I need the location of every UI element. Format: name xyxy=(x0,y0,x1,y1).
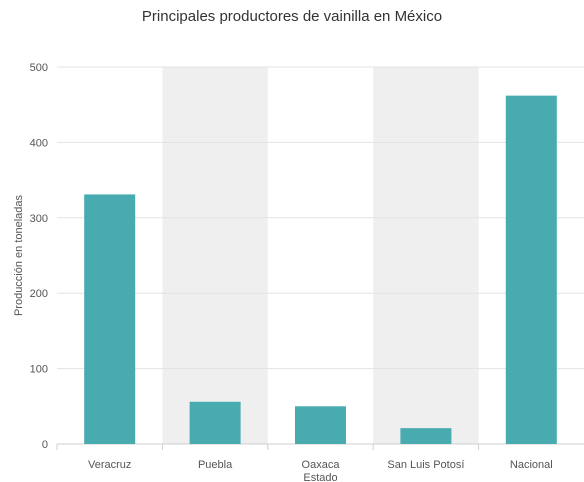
bars xyxy=(84,95,557,444)
bar-veracruz[interactable] xyxy=(84,194,136,444)
y-tick-labels: 0 100 200 300 400 500 xyxy=(30,62,48,451)
x-tick-labels: Veracruz Puebla Oaxaca San Luis Potosí Nacio… xyxy=(88,459,553,471)
y-tick-label: 200 xyxy=(30,288,48,300)
gridlines xyxy=(56,66,584,450)
chart-title: Principales productores de vainilla en M… xyxy=(141,8,443,25)
y-tick-label: 100 xyxy=(30,364,48,376)
band-3 xyxy=(373,67,479,444)
x-tick-label: San Luis Potosí xyxy=(387,459,464,471)
bar-san-luis-potosí[interactable] xyxy=(400,428,452,444)
background-bands xyxy=(162,67,479,444)
band-1 xyxy=(162,67,268,444)
x-tick-label: Veracruz xyxy=(88,459,131,471)
bar-oaxaca[interactable] xyxy=(295,406,346,444)
y-axis-title: Producción en toneladas xyxy=(13,194,25,316)
y-tick-label: 400 xyxy=(30,137,48,149)
y-tick-label: 500 xyxy=(30,62,48,74)
x-tick-label: Nacional xyxy=(510,459,553,471)
x-axis-title: Estado xyxy=(303,472,337,482)
y-tick-label: 300 xyxy=(30,213,48,225)
x-tick-label: Puebla xyxy=(198,459,233,471)
x-tick-label: Oaxaca xyxy=(302,459,341,471)
y-tick-label: 0 xyxy=(42,439,48,451)
bar-nacional[interactable] xyxy=(505,95,557,444)
bar-puebla[interactable] xyxy=(189,401,241,444)
